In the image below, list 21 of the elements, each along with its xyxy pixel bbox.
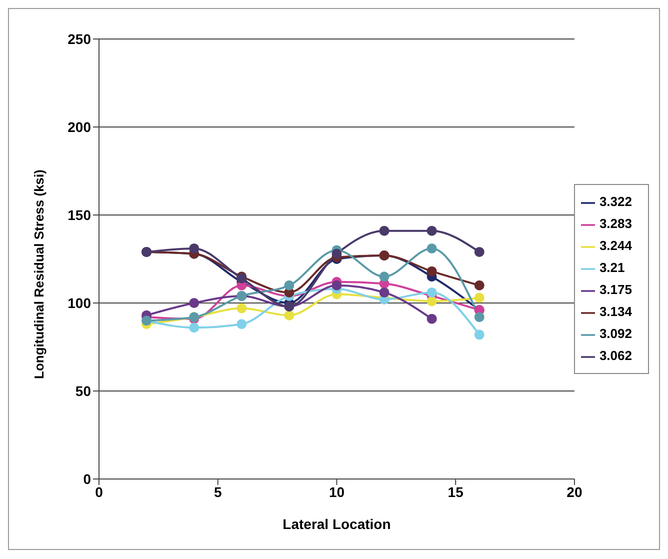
y-tick-label: 250 <box>68 30 92 47</box>
x-tick-label: 5 <box>214 484 222 500</box>
x-tick-label: 10 <box>328 484 345 500</box>
legend-label: 3.134 <box>599 304 632 319</box>
x-tick-label: 0 <box>95 484 104 500</box>
y-tick-label: 50 <box>75 382 92 399</box>
legend-label: 3.322 <box>599 194 632 209</box>
x-axis-title: Lateral Location <box>282 516 391 532</box>
x-tick-label: 15 <box>448 484 464 500</box>
legend-label: 3.092 <box>599 326 632 341</box>
y-tick-label: 150 <box>68 206 92 223</box>
x-tick-label: 20 <box>566 484 582 500</box>
y-tick-label: 200 <box>68 118 92 135</box>
y-tick-label: 100 <box>68 294 92 311</box>
legend-label: 3.244 <box>599 238 632 253</box>
legend-label: 3.175 <box>599 282 632 297</box>
y-tick-label: 0 <box>83 470 92 487</box>
legend-label: 3.283 <box>599 216 632 231</box>
y-axis-title: Longitudinal Residual Stress (ksi) <box>32 170 47 379</box>
legend-label: 3.21 <box>599 260 625 275</box>
legend-label: 3.062 <box>599 348 632 363</box>
